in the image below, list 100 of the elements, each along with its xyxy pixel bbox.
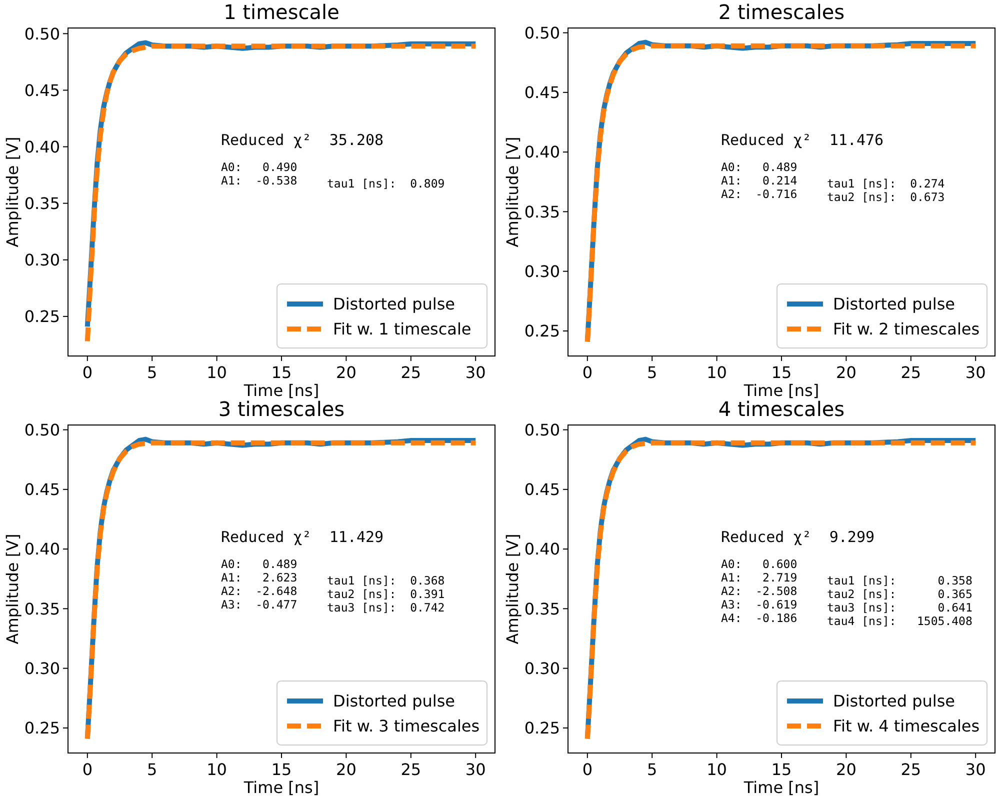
x-tick-label: 5: [647, 760, 658, 779]
annotation: tau3 [ns]: 0.641: [827, 600, 972, 614]
annotation: A1: 2.719: [721, 570, 798, 584]
annotation: A1: 0.214: [721, 174, 798, 188]
annotation: tau1 [ns]: 0.358: [827, 574, 972, 588]
annotation: A3: -0.619: [721, 598, 798, 612]
x-tick-label: 15: [271, 760, 292, 779]
y-tick-label: 0.25: [524, 322, 560, 341]
x-tick-label: 30: [465, 363, 486, 382]
y-tick-label: 0.35: [524, 599, 560, 618]
annotation: tau2 [ns]: 0.673: [827, 190, 945, 204]
y-tick-label: 0.30: [524, 658, 560, 678]
annotation: Reduced χ² 9.299: [721, 528, 875, 546]
chart-title: 3 timescales: [218, 397, 345, 421]
annotation: A2: -2.508: [721, 584, 798, 598]
x-axis-title: Time [ns]: [242, 778, 320, 797]
legend-label: Fit w. 4 timescales: [833, 716, 980, 736]
x-tick-label: 15: [771, 760, 792, 779]
x-tick-label: 0: [582, 760, 593, 779]
annotation: A0: 0.490: [221, 160, 298, 174]
annotation: Reduced χ² 35.208: [221, 131, 384, 149]
x-tick-label: 20: [836, 760, 856, 779]
chart-title: 2 timescales: [718, 0, 845, 24]
annotation: A0: 0.489: [721, 160, 798, 174]
x-tick-label: 25: [400, 760, 422, 779]
annotation: tau1 [ns]: 0.368: [327, 574, 445, 588]
legend-label: Fit w. 2 timescales: [833, 320, 980, 339]
annotation: tau1 [ns]: 0.809: [327, 176, 445, 190]
y-tick-label: 0.35: [24, 599, 60, 618]
x-tick-label: 5: [147, 363, 158, 382]
x-tick-label: 20: [836, 363, 856, 382]
legend-label: Fit w. 1 timescale: [333, 320, 472, 339]
y-tick-label: 0.45: [24, 80, 60, 100]
y-tick-label: 0.45: [24, 480, 60, 500]
x-tick-label: 30: [965, 760, 986, 779]
x-tick-label: 15: [771, 363, 792, 382]
y-tick-label: 0.30: [24, 658, 60, 678]
annotation: A0: 0.600: [721, 557, 798, 571]
annotation: A1: 2.623: [221, 570, 298, 584]
y-tick-label: 0.35: [524, 202, 560, 222]
x-tick-label: 30: [965, 363, 986, 382]
annotation: A2: -0.716: [721, 187, 798, 201]
annotation: tau2 [ns]: 0.365: [827, 587, 972, 601]
chart-title: 4 timescales: [718, 397, 845, 421]
y-tick-label: 0.40: [24, 540, 60, 559]
x-axis-title: Time [ns]: [242, 381, 320, 400]
annotation: A4: -0.186: [721, 611, 798, 625]
x-tick-label: 25: [900, 363, 922, 382]
y-tick-label: 0.50: [524, 420, 560, 440]
x-tick-label: 10: [706, 363, 727, 382]
y-tick-label: 0.25: [24, 307, 60, 326]
annotation: tau2 [ns]: 0.391: [327, 587, 445, 601]
x-tick-label: 0: [82, 760, 93, 779]
annotation: tau3 [ns]: 0.742: [327, 600, 445, 614]
y-tick-label: 0.50: [24, 420, 60, 440]
legend-label: Distorted pulse: [833, 294, 956, 314]
y-tick-label: 0.50: [24, 24, 60, 44]
x-tick-label: 20: [336, 760, 356, 779]
y-tick-label: 0.40: [524, 142, 560, 162]
x-tick-label: 5: [147, 760, 158, 779]
x-axis-title: Time [ns]: [742, 778, 820, 797]
y-tick-label: 0.35: [24, 194, 60, 213]
y-tick-label: 0.30: [524, 262, 560, 281]
x-tick-label: 20: [336, 363, 356, 382]
annotation: tau4 [ns]: 1505.408: [827, 614, 972, 628]
x-tick-label: 25: [400, 363, 422, 382]
x-tick-label: 10: [206, 760, 227, 779]
legend-label: Fit w. 3 timescales: [333, 716, 480, 736]
legend-label: Distorted pulse: [333, 294, 456, 314]
x-tick-label: 0: [582, 363, 593, 382]
annotation: Reduced χ² 11.476: [721, 131, 884, 149]
annotation: A3: -0.477: [221, 598, 298, 612]
y-axis-title: Amplitude [V]: [3, 136, 22, 248]
y-tick-label: 0.30: [24, 250, 60, 270]
x-tick-label: 25: [900, 760, 922, 779]
annotation: A2: -2.648: [221, 584, 298, 598]
y-axis-title: Amplitude [V]: [503, 534, 522, 644]
y-tick-label: 0.40: [24, 137, 60, 156]
x-tick-label: 10: [206, 363, 227, 382]
annotation: A0: 0.489: [221, 557, 298, 571]
x-tick-label: 10: [706, 760, 727, 779]
legend-label: Distorted pulse: [833, 692, 956, 711]
x-tick-label: 15: [271, 363, 292, 382]
y-tick-label: 0.25: [524, 718, 560, 738]
y-tick-label: 0.40: [524, 540, 560, 559]
annotation: tau1 [ns]: 0.274: [827, 176, 945, 190]
y-tick-label: 0.45: [524, 480, 560, 500]
y-tick-label: 0.25: [24, 718, 60, 738]
annotation: Reduced χ² 11.429: [221, 528, 384, 546]
x-tick-label: 30: [465, 760, 486, 779]
annotation: A1: -0.538: [221, 174, 298, 188]
y-axis-title: Amplitude [V]: [3, 534, 22, 644]
x-tick-label: 0: [82, 363, 93, 382]
y-tick-label: 0.45: [524, 83, 560, 102]
y-axis-title: Amplitude [V]: [503, 136, 522, 248]
chart-title: 1 timescale: [224, 0, 340, 24]
legend-label: Distorted pulse: [333, 692, 456, 711]
x-tick-label: 5: [647, 363, 658, 382]
x-axis-title: Time [ns]: [742, 381, 820, 400]
y-tick-label: 0.50: [524, 23, 560, 42]
